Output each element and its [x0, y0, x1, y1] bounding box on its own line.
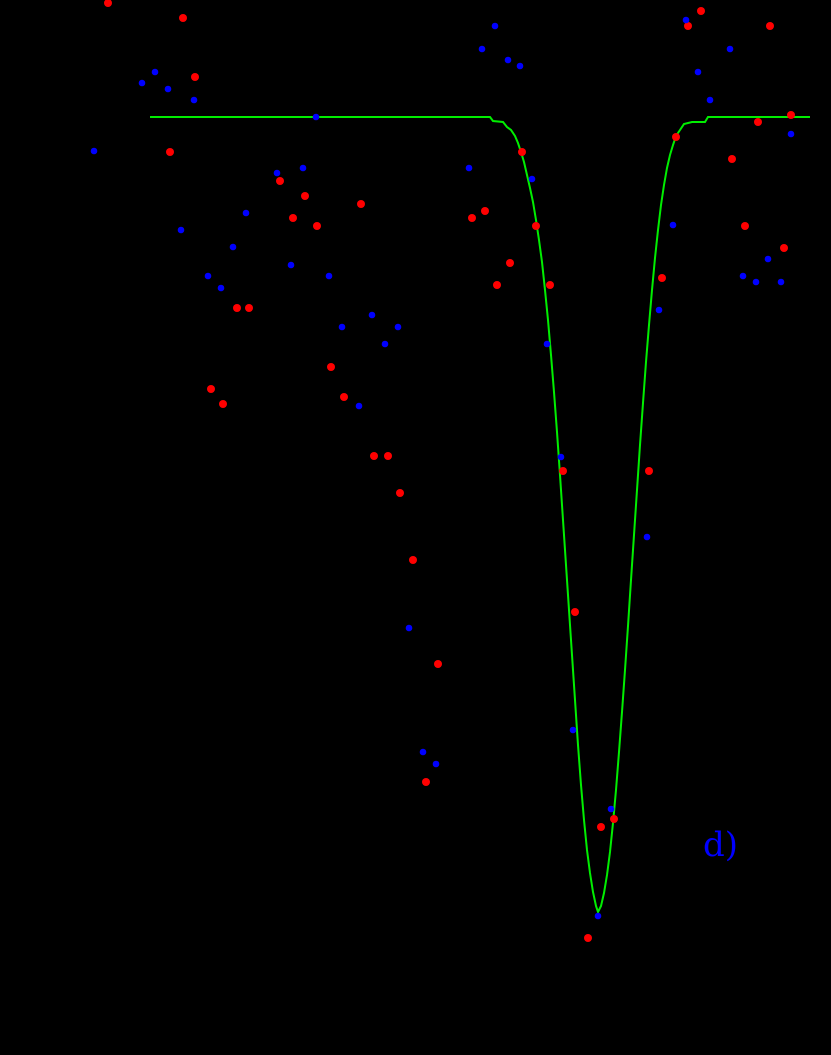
red-data-point	[370, 452, 378, 460]
red-data-point	[233, 304, 241, 312]
blue-data-point	[543, 340, 551, 348]
red-data-point	[327, 363, 335, 371]
blue-data-point	[726, 45, 734, 53]
red-data-point	[313, 222, 321, 230]
blue-data-point	[594, 912, 602, 920]
blue-data-point	[217, 284, 225, 292]
fit-curve	[150, 116, 810, 915]
red-data-point	[301, 192, 309, 200]
blue-data-point	[355, 402, 363, 410]
blue-data-point	[643, 533, 651, 541]
red-data-point	[219, 400, 227, 408]
blue-data-point	[312, 113, 320, 121]
red-data-point	[384, 452, 392, 460]
red-data-point	[468, 214, 476, 222]
blue-data-point	[273, 169, 281, 177]
red-data-point	[357, 200, 365, 208]
blue-data-point	[381, 340, 389, 348]
red-data-point	[506, 259, 514, 267]
red-data-point	[532, 222, 540, 230]
red-data-point	[754, 118, 762, 126]
red-data-point	[597, 823, 605, 831]
blue-data-point	[655, 306, 663, 314]
blue-data-point	[287, 261, 295, 269]
blue-data-point	[607, 805, 615, 813]
blue-data-point	[569, 726, 577, 734]
blue-data-point	[299, 164, 307, 172]
blue-data-point	[432, 760, 440, 768]
blue-data-point	[557, 453, 565, 461]
red-data-point	[780, 244, 788, 252]
blue-data-point	[190, 96, 198, 104]
red-data-point	[658, 274, 666, 282]
blue-data-point	[368, 311, 376, 319]
blue-data-point	[394, 323, 402, 331]
blue-data-point	[787, 130, 795, 138]
red-data-point	[787, 111, 795, 119]
red-data-point	[396, 489, 404, 497]
blue-data-point	[138, 79, 146, 87]
blue-data-point	[491, 22, 499, 30]
blue-data-point	[706, 96, 714, 104]
blue-data-series	[90, 16, 795, 920]
blue-data-point	[419, 748, 427, 756]
blue-data-point	[465, 164, 473, 172]
blue-data-point	[229, 243, 237, 251]
blue-data-point	[752, 278, 760, 286]
blue-data-point	[242, 209, 250, 217]
blue-data-point	[739, 272, 747, 280]
red-data-point	[166, 148, 174, 156]
blue-data-point	[90, 147, 98, 155]
red-data-point	[409, 556, 417, 564]
blue-data-point	[516, 62, 524, 70]
red-data-point	[340, 393, 348, 401]
red-data-point	[645, 467, 653, 475]
blue-data-point	[478, 45, 486, 53]
red-data-point	[546, 281, 554, 289]
red-data-point	[422, 778, 430, 786]
blue-data-point	[204, 272, 212, 280]
red-data-point	[245, 304, 253, 312]
blue-data-point	[528, 175, 536, 183]
red-data-point	[179, 14, 187, 22]
red-data-point	[741, 222, 749, 230]
blue-data-point	[669, 221, 677, 229]
blue-data-point	[164, 85, 172, 93]
red-data-point	[104, 0, 112, 7]
red-data-point	[766, 22, 774, 30]
red-data-point	[207, 385, 215, 393]
blue-data-point	[338, 323, 346, 331]
red-data-point	[697, 7, 705, 15]
red-data-point	[493, 281, 501, 289]
blue-data-point	[764, 255, 772, 263]
red-data-point	[518, 148, 526, 156]
blue-data-point	[694, 68, 702, 76]
blue-data-point	[777, 278, 785, 286]
red-data-point	[191, 73, 199, 81]
red-data-point	[610, 815, 618, 823]
red-data-point	[584, 934, 592, 942]
red-data-point	[276, 177, 284, 185]
blue-data-point	[682, 16, 690, 24]
red-data-point	[684, 22, 692, 30]
red-data-series	[104, 0, 795, 942]
blue-data-point	[325, 272, 333, 280]
red-data-point	[672, 133, 680, 141]
blue-data-point	[504, 56, 512, 64]
red-data-point	[571, 608, 579, 616]
blue-data-point	[405, 624, 413, 632]
red-data-point	[728, 155, 736, 163]
red-data-point	[559, 467, 567, 475]
blue-data-point	[151, 68, 159, 76]
red-data-point	[434, 660, 442, 668]
red-data-point	[289, 214, 297, 222]
panel-label: d)	[703, 825, 738, 865]
red-data-point	[481, 207, 489, 215]
blue-data-point	[177, 226, 185, 234]
